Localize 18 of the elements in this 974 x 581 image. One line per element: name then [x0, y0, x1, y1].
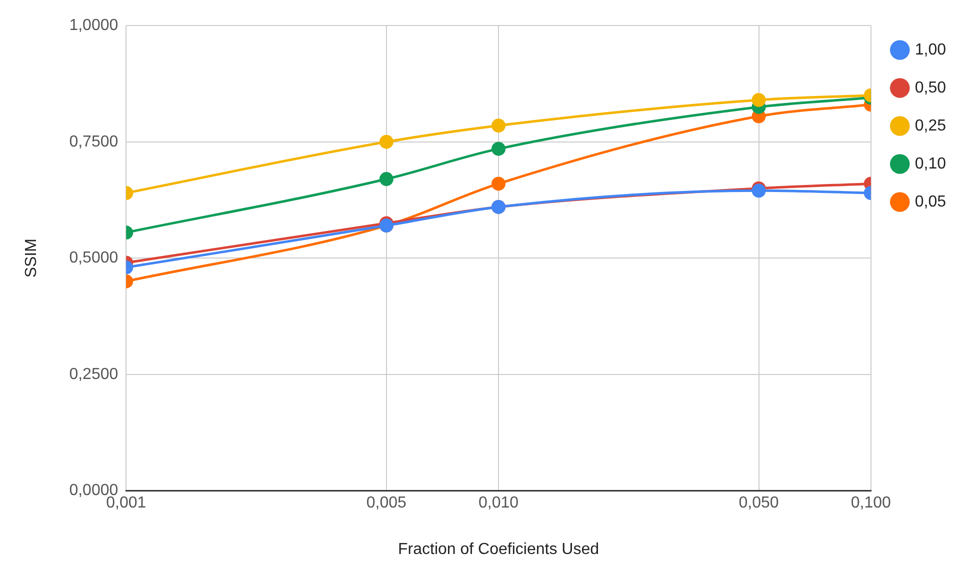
x-tick-label: 0,100: [850, 494, 891, 512]
legend-label: 1,00: [914, 41, 946, 58]
point: [492, 142, 506, 156]
x-tick-label: 0,005: [366, 494, 407, 512]
legend-label: 0,05: [914, 193, 946, 210]
legend-label: 0,25: [914, 117, 946, 134]
x-tick-label: 0,050: [738, 494, 779, 512]
legend-label: 0,50: [914, 79, 946, 96]
y-tick-label: 0,5000: [69, 250, 118, 267]
x-tick-label: 0,010: [478, 494, 519, 512]
y-tick-label: 0,2500: [69, 366, 118, 383]
y-tick-label: 1,0000: [69, 17, 118, 34]
point: [492, 118, 506, 133]
legend-label: 0,10: [914, 155, 946, 172]
y-axis-title: SSIM: [23, 238, 40, 278]
x-axis-title: Fraction of Coeficients Used: [398, 540, 599, 558]
y-tick-label: 0,7500: [69, 133, 118, 150]
x-tick-label: 0,001: [106, 494, 146, 512]
